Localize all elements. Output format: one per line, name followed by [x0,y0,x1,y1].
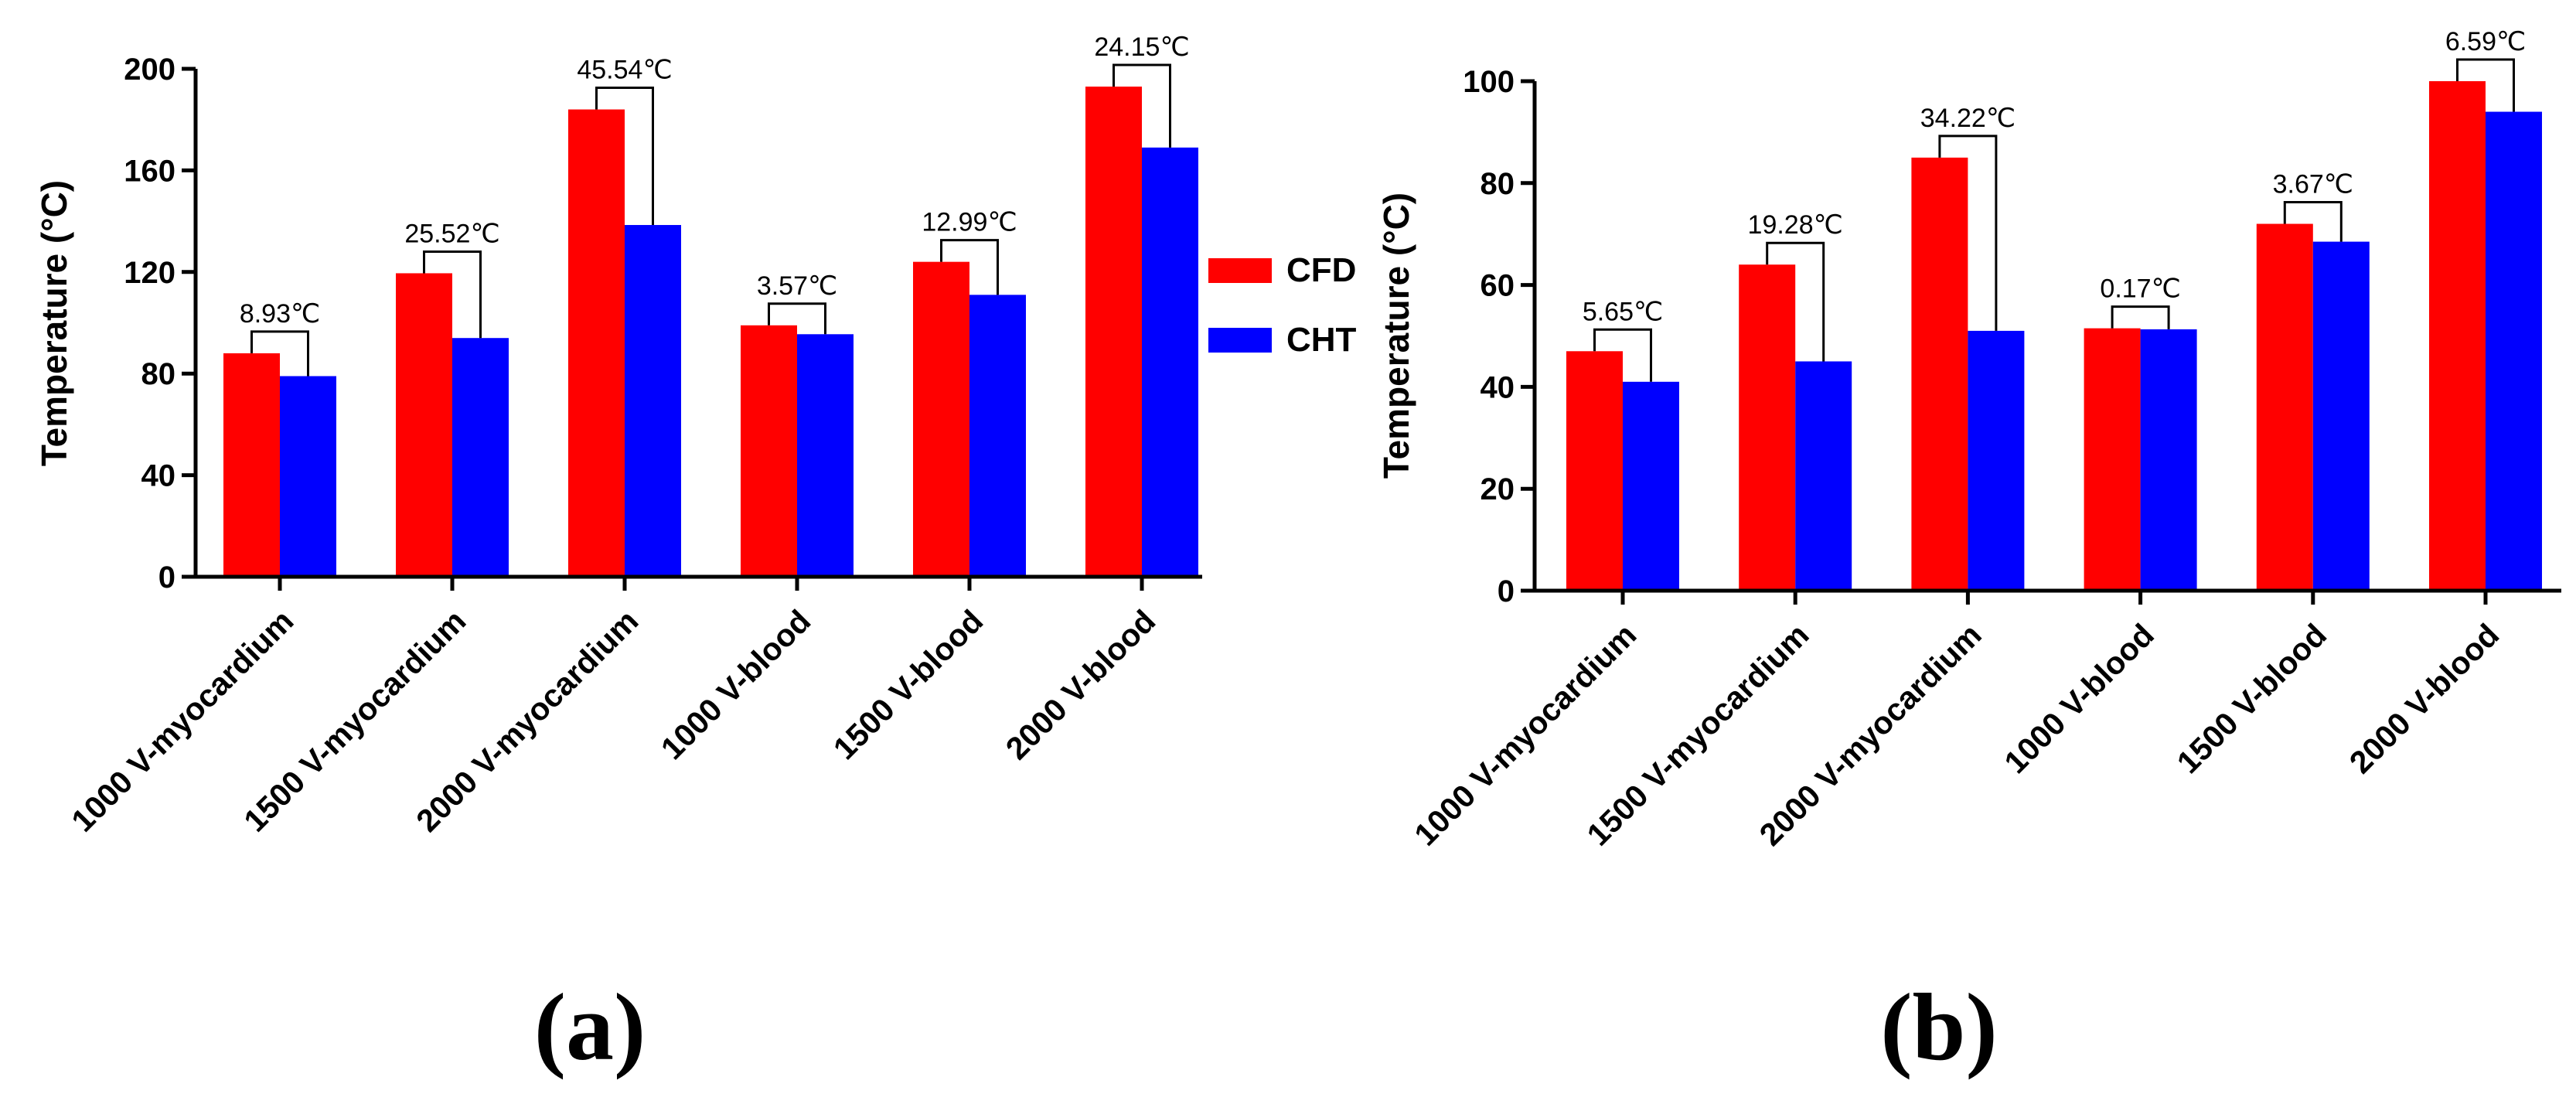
y-tick-label-80: 80 [141,357,176,391]
y-tick-label-0: 0 [158,561,175,595]
difference-label-3: 45.54℃ [577,56,672,85]
y-tick-label-40: 40 [141,459,176,493]
bar-cfd-4 [2084,328,2141,591]
bar-cfd-3 [568,109,625,577]
difference-label-4: 3.57℃ [757,271,837,301]
bar-cht-6 [1142,147,1198,577]
y-tick-label-60: 60 [1481,269,1515,303]
legend-label-cht: CHT [1286,321,1357,359]
bar-cht-3 [625,225,681,577]
panel-label: (b) [1880,974,1998,1080]
difference-label-4: 0.17℃ [2100,274,2180,304]
bar-cht-1 [280,376,336,577]
bar-cfd-5 [913,261,969,577]
difference-bracket-6 [1113,63,1171,148]
bar-cht-5 [969,295,1026,577]
bar-cfd-2 [396,273,452,577]
difference-label-5: 12.99℃ [922,208,1017,237]
difference-bracket-5 [940,239,999,295]
bar-cht-4 [2140,329,2197,591]
legend-swatch-cfd [1208,258,1272,283]
bar-cfd-5 [2256,223,2313,591]
difference-bracket-4 [2111,305,2170,329]
y-axis-title: Temperature (°C) [1376,193,1416,479]
bar-cht-1 [1623,381,1679,591]
difference-label-2: 19.28℃ [1748,210,1843,240]
bar-cht-2 [1795,361,1852,591]
difference-bracket-1 [250,330,309,377]
difference-label-2: 25.52℃ [404,219,499,248]
difference-bracket-2 [1766,241,1825,362]
difference-label-5: 3.67℃ [2273,170,2353,199]
difference-label-6: 24.15℃ [1094,32,1189,62]
bar-cht-2 [452,338,509,577]
bar-cfd-1 [223,353,280,577]
difference-bracket-3 [1938,135,1998,331]
difference-bracket-6 [2456,58,2515,112]
difference-bracket-4 [768,302,826,335]
legend: CFD CHT [1208,251,1357,359]
difference-bracket-3 [595,87,654,226]
y-tick-label-200: 200 [124,53,175,87]
difference-label-6: 6.59℃ [2445,27,2526,56]
y-tick-label-20: 20 [1481,472,1515,506]
bar-cht-4 [797,334,854,577]
bar-cfd-6 [1085,86,1142,578]
panel-label: (a) [534,974,646,1080]
bar-cfd-6 [2429,81,2486,591]
difference-label-3: 34.22℃ [1920,104,2015,133]
y-axis-title: Temperature (°C) [34,180,74,466]
bar-cfd-4 [741,325,797,577]
bar-cfd-1 [1566,351,1623,591]
difference-bracket-5 [2283,201,2343,242]
legend-swatch-cht [1208,328,1272,353]
bar-cht-6 [2486,111,2542,591]
y-tick-label-0: 0 [1498,574,1515,608]
bar-cht-5 [2312,241,2370,591]
difference-bracket-1 [1593,328,1652,382]
legend-label-cfd: CFD [1286,251,1356,289]
difference-bracket-2 [423,250,482,339]
bar-cfd-2 [1739,264,1796,591]
difference-label-1: 8.93℃ [240,299,320,329]
bar-cfd-3 [1911,157,1968,591]
y-tick-label-160: 160 [124,154,175,188]
y-tick-label-100: 100 [1463,65,1515,99]
y-tick-label-120: 120 [124,256,175,290]
bar-cht-3 [1968,330,2025,591]
difference-label-1: 5.65℃ [1583,297,1663,326]
y-tick-label-40: 40 [1481,370,1515,404]
y-tick-label-80: 80 [1481,167,1515,201]
